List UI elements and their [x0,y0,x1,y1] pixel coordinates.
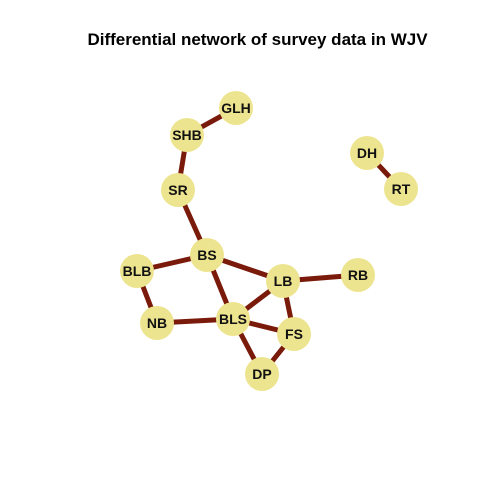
node-lb: LB [266,264,300,298]
node-circle [245,357,279,391]
node-circle [120,254,154,288]
node-label: LB [274,273,293,289]
node-circle [341,258,375,292]
node-nb: NB [140,306,174,340]
node-rb: RB [341,258,375,292]
node-circle [140,306,174,340]
node-shb: SHB [170,118,204,152]
node-dh: DH [350,136,384,170]
node-circle [216,302,250,336]
node-bs: BS [190,238,224,272]
node-circle [219,91,253,125]
node-label: BLS [219,311,247,327]
figure-title: Differential network of survey data in W… [87,30,428,49]
nodes-layer: GLH SHB SR BS BLB NB BLS LB RB FS DP DH RT [120,91,418,391]
node-circle [170,118,204,152]
node-label: SR [168,182,187,198]
node-label: NB [147,315,167,331]
node-circle [277,317,311,351]
node-circle [384,172,418,206]
node-label: RB [348,267,368,283]
node-bls: BLS [216,302,250,336]
node-label: GLH [221,100,251,116]
node-label: DH [357,145,377,161]
node-circle [266,264,300,298]
node-label: FS [285,326,303,342]
node-circle [161,173,195,207]
node-fs: FS [277,317,311,351]
node-blb: BLB [120,254,154,288]
node-label: RT [392,181,411,197]
node-label: BS [197,247,216,263]
node-label: BLB [123,263,152,279]
node-rt: RT [384,172,418,206]
node-dp: DP [245,357,279,391]
node-label: SHB [172,127,202,143]
node-circle [190,238,224,272]
node-label: DP [252,366,271,382]
node-circle [350,136,384,170]
node-sr: SR [161,173,195,207]
node-glh: GLH [219,91,253,125]
